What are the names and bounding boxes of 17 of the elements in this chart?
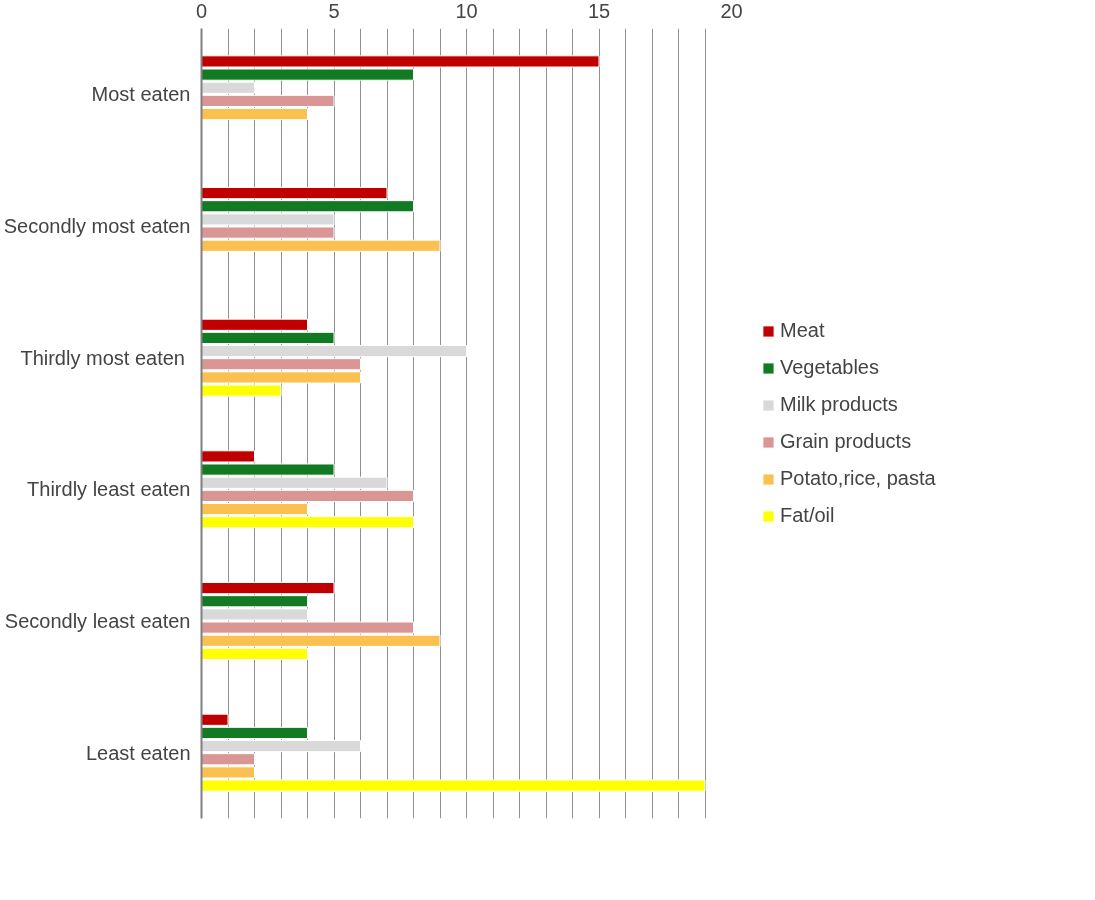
- y-tick-label: Thirdly most eaten: [20, 346, 185, 369]
- legend-label: Grain products: [780, 430, 912, 453]
- y-tick-label: Secondly most eaten: [3, 215, 191, 237]
- legend-label: Potato,rice, pasta: [780, 467, 936, 490]
- x-tick-label: 10: [455, 0, 478, 22]
- legend-label: Vegetables: [780, 356, 879, 379]
- x-tick-label: 5: [328, 0, 340, 22]
- legend-label: Milk products: [780, 393, 898, 416]
- legend-label: Fat/oil: [780, 504, 835, 527]
- y-tick-label: Secondly least eaten: [4, 610, 191, 632]
- x-tick-label: 15: [587, 0, 611, 22]
- y-tick-label: Least eaten: [85, 741, 191, 764]
- y-tick-label: Most eaten: [91, 83, 191, 106]
- x-tick-label: 20: [720, 0, 743, 22]
- x-tick-label: 0: [195, 0, 208, 22]
- y-tick-label: Thirdly least eaten: [27, 478, 191, 501]
- legend-label: Meat: [780, 319, 825, 342]
